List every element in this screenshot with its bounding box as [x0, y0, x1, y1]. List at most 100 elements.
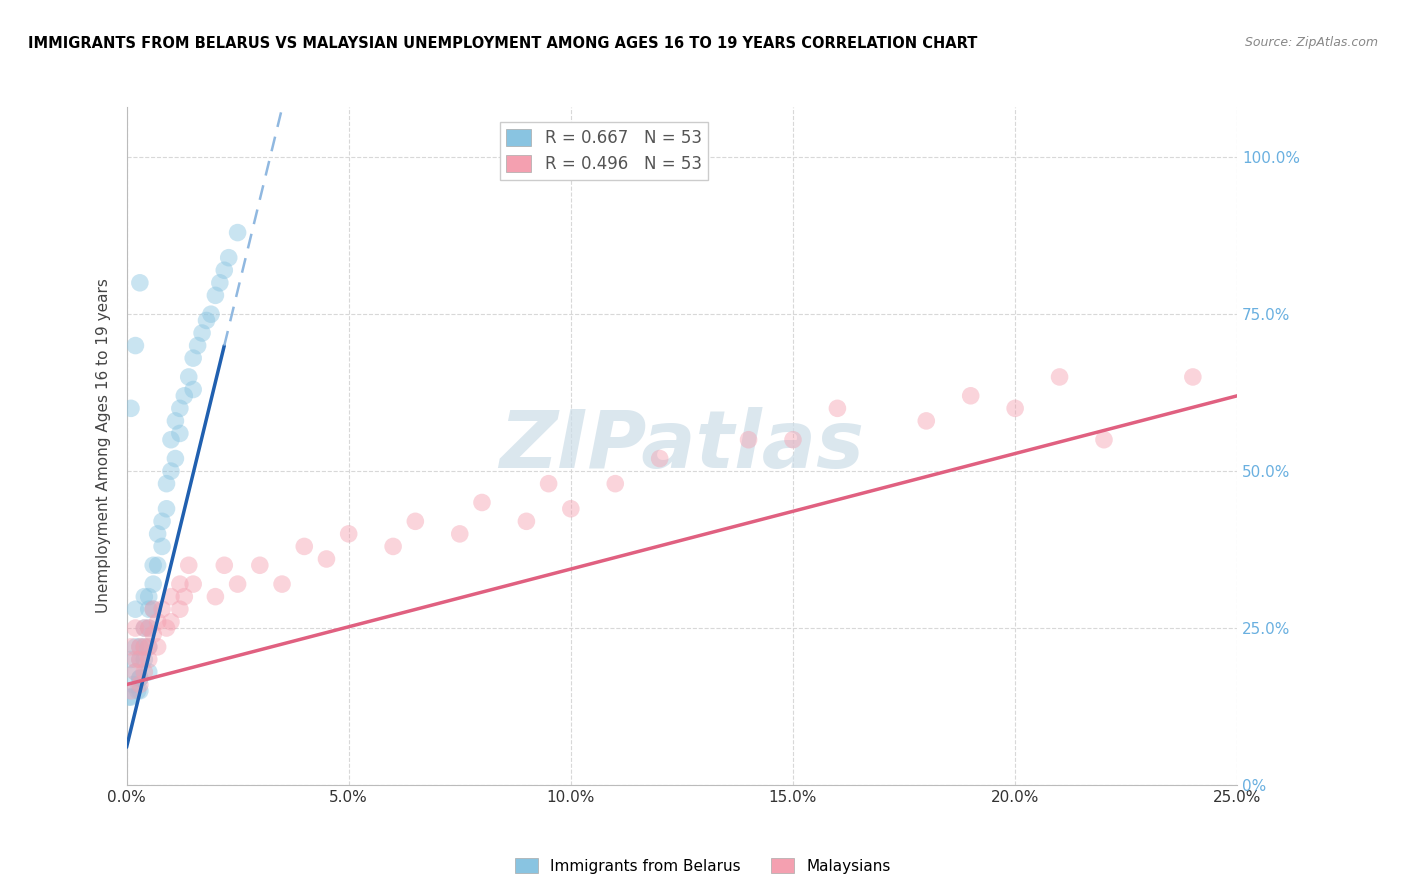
Point	[118, 690, 141, 704]
Point	[173, 590, 195, 604]
Point	[138, 590, 160, 604]
Point	[195, 313, 218, 327]
Point	[214, 558, 236, 573]
Point	[134, 652, 156, 666]
Text: ZIPatlas: ZIPatlas	[499, 407, 865, 485]
Point	[1092, 433, 1115, 447]
Point	[128, 671, 150, 685]
Point	[124, 640, 146, 654]
Point	[160, 615, 183, 629]
Point	[138, 621, 160, 635]
Text: IMMIGRANTS FROM BELARUS VS MALAYSIAN UNEMPLOYMENT AMONG AGES 16 TO 19 YEARS CORR: IMMIGRANTS FROM BELARUS VS MALAYSIAN UNE…	[28, 36, 977, 51]
Point	[1181, 370, 1204, 384]
Point	[142, 602, 165, 616]
Point	[1004, 401, 1026, 416]
Point	[605, 476, 627, 491]
Point	[165, 451, 187, 466]
Point	[177, 558, 200, 573]
Point	[959, 389, 981, 403]
Point	[560, 501, 582, 516]
Point	[155, 621, 177, 635]
Y-axis label: Unemployment Among Ages 16 to 19 years: Unemployment Among Ages 16 to 19 years	[96, 278, 111, 614]
Point	[169, 426, 191, 441]
Point	[146, 527, 169, 541]
Point	[128, 683, 150, 698]
Point	[782, 433, 804, 447]
Point	[915, 414, 938, 428]
Point	[155, 501, 177, 516]
Point	[1049, 370, 1071, 384]
Point	[160, 590, 183, 604]
Point	[138, 640, 160, 654]
Point	[155, 476, 177, 491]
Point	[204, 590, 226, 604]
Point	[138, 621, 160, 635]
Point	[124, 665, 146, 679]
Point	[204, 288, 226, 302]
Point	[146, 640, 169, 654]
Point	[138, 665, 160, 679]
Point	[208, 276, 231, 290]
Point	[124, 602, 146, 616]
Point	[142, 602, 165, 616]
Point	[249, 558, 271, 573]
Point	[191, 326, 214, 340]
Point	[187, 338, 209, 352]
Point	[120, 401, 142, 416]
Point	[134, 640, 156, 654]
Point	[128, 276, 150, 290]
Point	[120, 652, 142, 666]
Point	[128, 640, 150, 654]
Point	[146, 615, 169, 629]
Point	[150, 514, 173, 528]
Point	[337, 527, 360, 541]
Point	[169, 577, 191, 591]
Point	[127, 683, 149, 698]
Point	[177, 370, 200, 384]
Point	[128, 652, 150, 666]
Point	[134, 665, 156, 679]
Point	[165, 414, 187, 428]
Point	[218, 251, 240, 265]
Point	[142, 577, 165, 591]
Point	[134, 640, 156, 654]
Point	[181, 577, 204, 591]
Point	[737, 433, 759, 447]
Point	[181, 383, 204, 397]
Point	[150, 540, 173, 554]
Point	[827, 401, 849, 416]
Point	[124, 665, 146, 679]
Point	[173, 389, 195, 403]
Legend: R = 0.667   N = 53, R = 0.496   N = 53: R = 0.667 N = 53, R = 0.496 N = 53	[499, 122, 709, 180]
Point	[120, 690, 142, 704]
Point	[515, 514, 537, 528]
Point	[138, 602, 160, 616]
Point	[142, 627, 165, 641]
Point	[315, 552, 337, 566]
Point	[124, 338, 146, 352]
Legend: Immigrants from Belarus, Malaysians: Immigrants from Belarus, Malaysians	[509, 852, 897, 880]
Point	[200, 307, 222, 321]
Point	[138, 652, 160, 666]
Point	[138, 640, 160, 654]
Point	[537, 476, 560, 491]
Point	[122, 677, 145, 691]
Point	[146, 558, 169, 573]
Point	[128, 677, 150, 691]
Point	[134, 590, 156, 604]
Point	[471, 495, 494, 509]
Point	[134, 621, 156, 635]
Point	[128, 671, 150, 685]
Point	[120, 640, 142, 654]
Point	[128, 640, 150, 654]
Point	[142, 558, 165, 573]
Point	[648, 451, 671, 466]
Point	[382, 540, 405, 554]
Point	[169, 401, 191, 416]
Point	[292, 540, 315, 554]
Point	[150, 602, 173, 616]
Point	[181, 351, 204, 365]
Point	[226, 577, 249, 591]
Point	[160, 464, 183, 478]
Point	[128, 652, 150, 666]
